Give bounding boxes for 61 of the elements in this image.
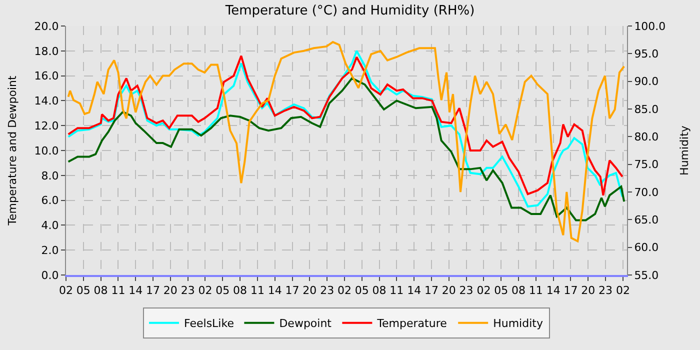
y-tick-label: 12.0 xyxy=(34,119,59,132)
x-tick-label: 14 xyxy=(268,284,282,298)
x-tick-label: 17 xyxy=(424,284,438,298)
legend-label: Humidity xyxy=(493,317,544,330)
x-tick-label: 11 xyxy=(250,284,264,298)
y2-tick-label: 100.0 xyxy=(634,20,666,33)
y-tick-label: 20.0 xyxy=(34,20,59,33)
x-tick-label: 11 xyxy=(528,284,543,298)
x-tick-label: 14 xyxy=(407,284,422,298)
x-tick-label: 02 xyxy=(198,284,212,298)
x-tick-label: 14 xyxy=(128,284,143,298)
x-tick-label: 02 xyxy=(59,284,73,298)
y-tick-label: 0.0 xyxy=(41,268,59,282)
x-tick-label: 20 xyxy=(581,284,596,298)
y2-tick-label: 85.0 xyxy=(634,102,659,116)
y2-tick-label: 95.0 xyxy=(634,48,659,61)
y-tick-label: 6.0 xyxy=(41,194,59,208)
y-tick-label: 18.0 xyxy=(34,44,59,58)
x-tick-label: 14 xyxy=(546,284,560,298)
x-tick-label: 05 xyxy=(494,284,508,298)
x-tick-label: 02 xyxy=(476,284,491,298)
x-tick-label: 23 xyxy=(180,284,195,298)
y-tick-label: 16.0 xyxy=(34,70,59,83)
x-tick-label: 23 xyxy=(459,284,474,298)
x-tick-label: 08 xyxy=(512,284,526,298)
chart-title: Temperature (°C) and Humidity (RH%) xyxy=(224,3,475,18)
x-tick-label: 20 xyxy=(302,284,317,298)
y2-tick-label: 90.0 xyxy=(634,75,659,88)
y2-tick-label: 60.0 xyxy=(634,241,659,254)
y-tick-label: 8.0 xyxy=(41,169,59,182)
y2-tick-label: 70.0 xyxy=(634,186,659,199)
y2-tick-label: 65.0 xyxy=(634,214,659,227)
x-tick-label: 05 xyxy=(354,284,369,298)
y2-tick-label: 80.0 xyxy=(634,130,659,144)
x-tick-label: 17 xyxy=(146,284,160,298)
y2-axis-title: Humidity xyxy=(678,125,691,176)
x-tick-label: 23 xyxy=(320,284,334,298)
x-tick-label: 02 xyxy=(616,284,630,298)
x-tick-label: 05 xyxy=(76,284,90,298)
x-tick-label: 17 xyxy=(564,284,578,298)
legend-label: Dewpoint xyxy=(279,317,332,330)
x-tick-label: 05 xyxy=(216,284,230,298)
x-tick-label: 23 xyxy=(598,284,613,298)
y-tick-label: 4.0 xyxy=(41,219,59,232)
x-tick-label: 08 xyxy=(372,284,386,298)
x-tick-label: 11 xyxy=(390,284,404,298)
y-axis-title: Temperature and Dewpoint xyxy=(6,74,19,226)
legend-label: FeelsLike xyxy=(184,317,234,330)
x-tick-label: 20 xyxy=(163,284,178,298)
y-tick-label: 2.0 xyxy=(41,244,59,257)
x-tick-label: 02 xyxy=(337,284,352,298)
y-tick-label: 10.0 xyxy=(34,144,59,158)
y2-tick-label: 75.0 xyxy=(634,158,659,172)
x-tick-label: 08 xyxy=(233,284,248,298)
x-tick-label: 08 xyxy=(94,284,108,298)
y-tick-label: 14.0 xyxy=(34,94,59,108)
x-tick-label: 20 xyxy=(442,284,456,298)
y2-tick-label: 55.0 xyxy=(634,268,659,282)
x-tick-label: 17 xyxy=(285,284,300,298)
legend-label: Temperature xyxy=(376,317,448,330)
x-tick-label: 11 xyxy=(111,284,126,298)
